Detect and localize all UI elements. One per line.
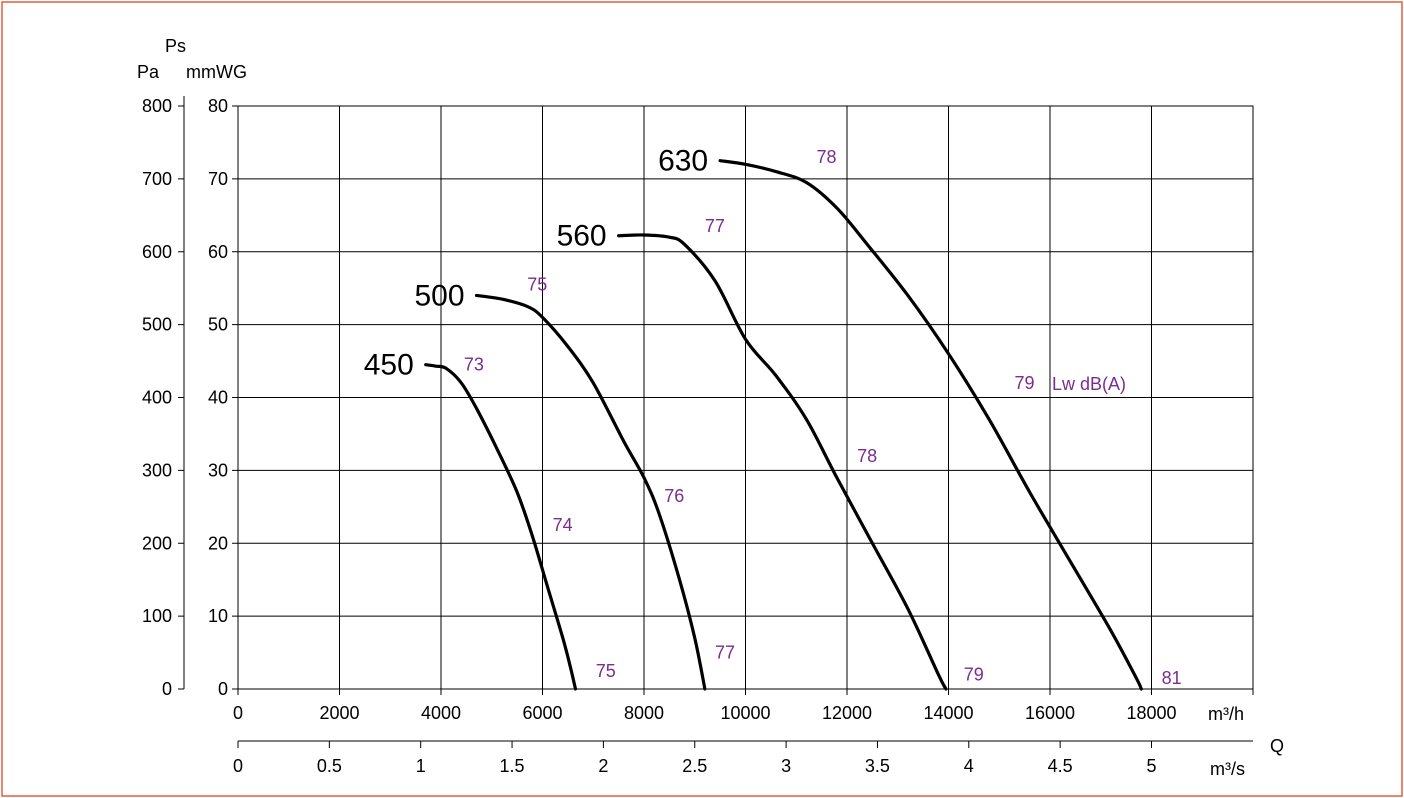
- pa-tick-label: 200: [142, 533, 172, 553]
- m3s-tick-label: 0: [233, 756, 243, 776]
- y-right-unit: mmWG: [186, 62, 247, 82]
- m3s-tick-label: 0.5: [317, 756, 342, 776]
- m3h-tick-label: 8000: [624, 703, 664, 723]
- noise-level-label: 75: [527, 275, 547, 295]
- y-axis-title: Ps: [165, 36, 186, 56]
- curve-label-630: 630: [658, 145, 708, 178]
- curve-450: [424, 363, 578, 691]
- m3s-tick-label: 4: [964, 756, 974, 776]
- pa-tick-label: 800: [142, 96, 172, 116]
- pa-tick-label: 100: [142, 606, 172, 626]
- grid: [237, 105, 1254, 690]
- y-left-unit: Pa: [137, 62, 160, 82]
- mmwg-tick-label: 40: [208, 388, 228, 408]
- mmwg-tick-label: 50: [208, 315, 228, 335]
- noise-level-label: 78: [817, 147, 837, 167]
- pa-tick-label: 600: [142, 242, 172, 262]
- curve-label-560: 560: [557, 220, 607, 253]
- m3h-tick-label: 6000: [522, 703, 562, 723]
- m3h-tick-label: 4000: [421, 703, 461, 723]
- curves: [424, 159, 1143, 691]
- axes: 0100200300400500600700800010203040506070…: [142, 96, 1254, 776]
- mmwg-tick-label: 80: [208, 96, 228, 116]
- m3h-tick-label: 14000: [923, 703, 973, 723]
- noise-level-label: 77: [715, 643, 735, 663]
- curve-560: [617, 233, 948, 691]
- m3s-tick-label: 2: [598, 756, 608, 776]
- noise-level-label: 73: [464, 355, 484, 375]
- curve-label-450: 450: [364, 349, 414, 382]
- noise-level-label: 79: [1014, 373, 1034, 393]
- m3s-tick-label: 3: [781, 756, 791, 776]
- x-top-unit: m³/h: [1208, 704, 1244, 724]
- m3s-tick-label: 2.5: [682, 756, 707, 776]
- m3h-tick-label: 18000: [1126, 703, 1176, 723]
- m3s-tick-label: 3.5: [865, 756, 890, 776]
- x-axis-title: Q: [1270, 736, 1284, 756]
- pa-tick-label: 700: [142, 169, 172, 189]
- m3h-tick-label: 12000: [822, 703, 872, 723]
- m3s-tick-label: 5: [1146, 756, 1156, 776]
- mmwg-tick-label: 0: [218, 679, 228, 699]
- pa-tick-label: 500: [142, 315, 172, 335]
- labels: 450 73 74 75 500 75 76 77 560 77 78 79 630 78 79 81: [364, 145, 1182, 688]
- m3h-tick-label: 0: [233, 703, 243, 723]
- noise-unit-label: Lw dB(A): [1052, 374, 1126, 394]
- curve-500: [474, 293, 707, 691]
- pa-tick-label: 400: [142, 388, 172, 408]
- mmwg-tick-label: 30: [208, 460, 228, 480]
- m3h-tick-label: 10000: [720, 703, 770, 723]
- noise-level-label: 79: [964, 664, 984, 684]
- m3s-tick-label: 1: [416, 756, 426, 776]
- m3s-tick-label: 4.5: [1048, 756, 1073, 776]
- noise-level-label: 81: [1162, 668, 1182, 688]
- noise-level-label: 74: [553, 515, 573, 535]
- pa-tick-label: 0: [162, 679, 172, 699]
- mmwg-tick-label: 20: [208, 533, 228, 553]
- m3h-tick-label: 2000: [319, 703, 359, 723]
- mmwg-tick-label: 70: [208, 169, 228, 189]
- noise-level-label: 76: [664, 486, 684, 506]
- pa-tick-label: 300: [142, 460, 172, 480]
- noise-level-label: 75: [596, 661, 616, 681]
- curve-label-500: 500: [414, 279, 464, 312]
- mmwg-tick-label: 60: [208, 242, 228, 262]
- curve-630: [718, 159, 1143, 691]
- x-bottom-unit: m³/s: [1210, 759, 1245, 779]
- m3s-tick-label: 1.5: [500, 756, 525, 776]
- mmwg-tick-label: 10: [208, 606, 228, 626]
- noise-level-label: 77: [705, 216, 725, 236]
- m3h-tick-label: 16000: [1025, 703, 1075, 723]
- noise-level-label: 78: [857, 446, 877, 466]
